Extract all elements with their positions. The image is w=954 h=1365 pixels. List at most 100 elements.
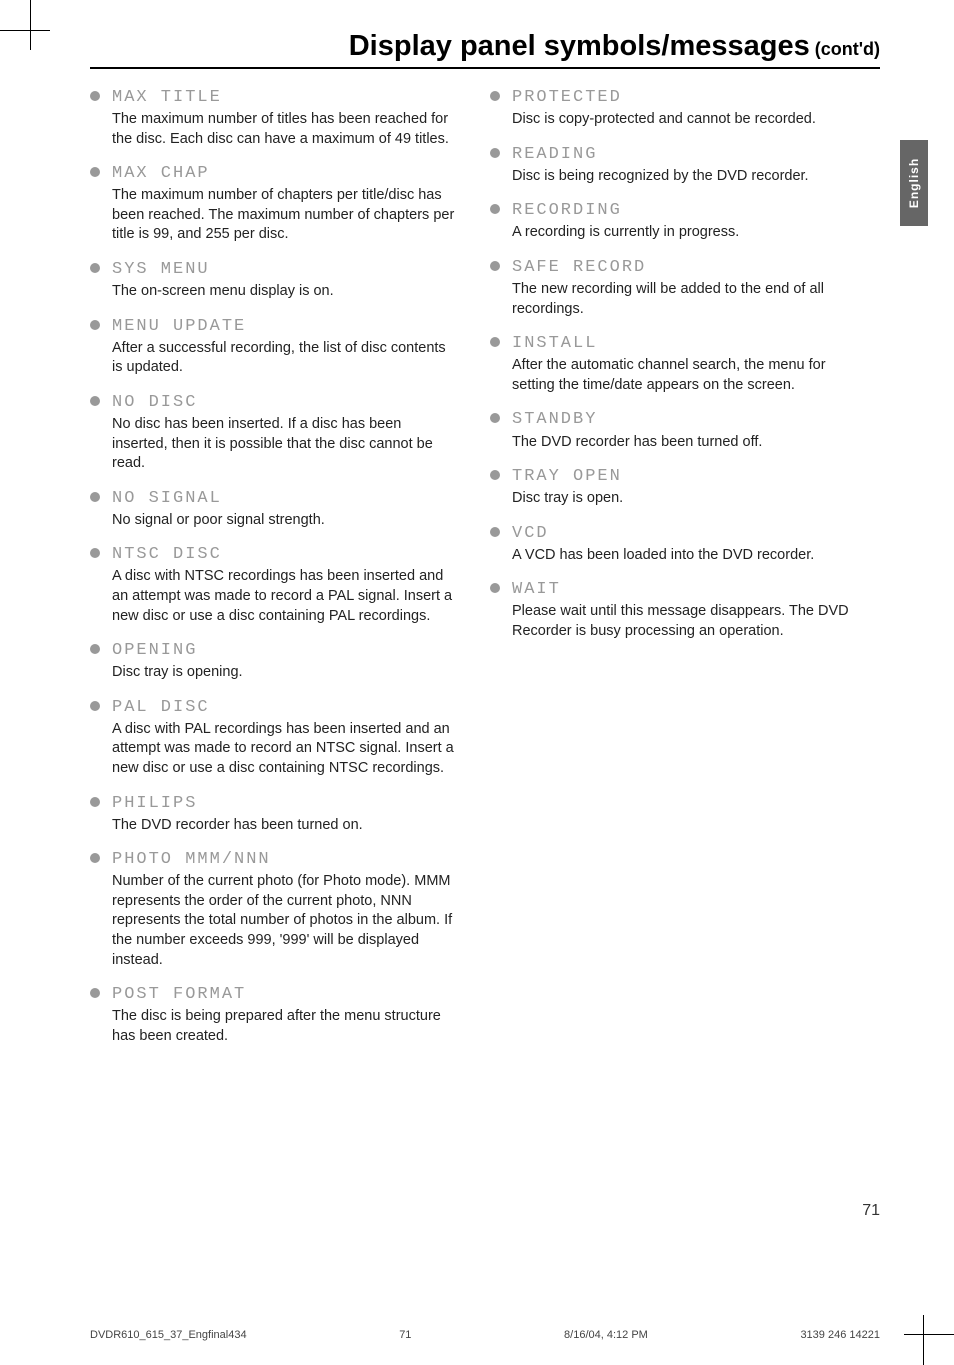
display-code: INSTALL	[512, 333, 860, 355]
crop-mark	[30, 0, 31, 50]
list-item: POST FORMATThe disc is being prepared af…	[90, 984, 460, 1046]
display-code: PROTECTED	[512, 87, 860, 109]
display-desc: Disc tray is open.	[512, 489, 860, 509]
list-item: NTSC DISCA disc with NTSC recordings has…	[90, 544, 460, 626]
footer-page: 71	[399, 1329, 411, 1341]
footer-filename: DVDR610_615_37_Engfinal434	[90, 1329, 247, 1341]
display-desc: A disc with PAL recordings has been inse…	[112, 720, 460, 779]
list-item: MENU UPDATEAfter a successful recording,…	[90, 316, 460, 378]
bullet-icon	[90, 548, 100, 558]
list-item: OPENINGDisc tray is opening.	[90, 640, 460, 683]
bullet-icon	[490, 413, 500, 423]
bullet-icon	[490, 148, 500, 158]
bullet-icon	[490, 583, 500, 593]
display-desc: Disc tray is opening.	[112, 663, 460, 683]
footer-code: 3139 246 14221	[800, 1329, 880, 1341]
list-item: RECORDINGA recording is currently in pro…	[490, 200, 860, 243]
display-code: OPENING	[112, 640, 460, 662]
display-code: SYS MENU	[112, 259, 460, 281]
display-desc: A VCD has been loaded into the DVD recor…	[512, 546, 860, 566]
list-item: READINGDisc is being recognized by the D…	[490, 144, 860, 187]
bullet-icon	[90, 988, 100, 998]
bullet-icon	[490, 470, 500, 480]
bullet-icon	[90, 320, 100, 330]
display-desc: A disc with NTSC recordings has been ins…	[112, 567, 460, 626]
display-code: PHILIPS	[112, 793, 460, 815]
display-desc: The new recording will be added to the e…	[512, 280, 860, 319]
crop-mark	[0, 30, 50, 31]
footer-timestamp: 8/16/04, 4:12 PM	[564, 1329, 648, 1341]
bullet-icon	[90, 396, 100, 406]
display-code: RECORDING	[512, 200, 860, 222]
display-code: NTSC DISC	[112, 544, 460, 566]
display-code: TRAY OPEN	[512, 466, 860, 488]
list-item: SAFE RECORDThe new recording will be add…	[490, 257, 860, 319]
list-item: PROTECTEDDisc is copy-protected and cann…	[490, 87, 860, 130]
display-code: POST FORMAT	[112, 984, 460, 1006]
display-desc: After a successful recording, the list o…	[112, 339, 460, 378]
display-desc: Disc is copy-protected and cannot be rec…	[512, 110, 860, 130]
list-item: MAX CHAPThe maximum number of chapters p…	[90, 163, 460, 245]
bullet-icon	[490, 337, 500, 347]
bullet-icon	[90, 853, 100, 863]
right-column: PROTECTEDDisc is copy-protected and cann…	[490, 87, 860, 1060]
display-desc: Number of the current photo (for Photo m…	[112, 872, 460, 970]
bullet-icon	[490, 204, 500, 214]
bullet-icon	[90, 263, 100, 273]
display-code: PHOTO MMM/NNN	[112, 849, 460, 871]
display-desc: The maximum number of titles has been re…	[112, 110, 460, 149]
display-desc: The DVD recorder has been turned on.	[112, 816, 460, 836]
footer: DVDR610_615_37_Engfinal434 71 8/16/04, 4…	[90, 1329, 880, 1341]
language-label: English	[907, 158, 921, 208]
page-number: 71	[862, 1202, 880, 1220]
display-desc: The maximum number of chapters per title…	[112, 186, 460, 245]
bullet-icon	[490, 261, 500, 271]
bullet-icon	[90, 91, 100, 101]
list-item: TRAY OPENDisc tray is open.	[490, 466, 860, 509]
display-desc: No disc has been inserted. If a disc has…	[112, 415, 460, 474]
bullet-icon	[90, 797, 100, 807]
display-desc: After the automatic channel search, the …	[512, 356, 860, 395]
page-title-suffix: (cont'd)	[810, 39, 880, 59]
bullet-icon	[90, 644, 100, 654]
list-item: VCDA VCD has been loaded into the DVD re…	[490, 523, 860, 566]
list-item: STANDBYThe DVD recorder has been turned …	[490, 409, 860, 452]
page-title: Display panel symbols/messages	[349, 30, 810, 62]
bullet-icon	[490, 91, 500, 101]
language-tab: English	[900, 140, 928, 226]
list-item: INSTALLAfter the automatic channel searc…	[490, 333, 860, 395]
list-item: SYS MENUThe on-screen menu display is on…	[90, 259, 460, 302]
display-code: READING	[512, 144, 860, 166]
list-item: WAITPlease wait until this message disap…	[490, 579, 860, 641]
bullet-icon	[90, 492, 100, 502]
display-desc: The on-screen menu display is on.	[112, 282, 460, 302]
list-item: PAL DISCA disc with PAL recordings has b…	[90, 697, 460, 779]
display-code: WAIT	[512, 579, 860, 601]
list-item: NO SIGNALNo signal or poor signal streng…	[90, 488, 460, 531]
display-code: PAL DISC	[112, 697, 460, 719]
crop-mark	[923, 1315, 924, 1365]
bullet-icon	[90, 701, 100, 711]
list-item: PHOTO MMM/NNNNumber of the current photo…	[90, 849, 460, 970]
crop-mark	[904, 1334, 954, 1335]
page-title-bar: Display panel symbols/messages (cont'd)	[90, 30, 880, 69]
display-code: NO SIGNAL	[112, 488, 460, 510]
display-desc: A recording is currently in progress.	[512, 223, 860, 243]
left-column: MAX TITLEThe maximum number of titles ha…	[90, 87, 460, 1060]
display-desc: No signal or poor signal strength.	[112, 511, 460, 531]
bullet-icon	[490, 527, 500, 537]
display-code: MAX CHAP	[112, 163, 460, 185]
display-code: MENU UPDATE	[112, 316, 460, 338]
display-desc: Please wait until this message disappear…	[512, 602, 860, 641]
display-desc: Disc is being recognized by the DVD reco…	[512, 167, 860, 187]
display-code: STANDBY	[512, 409, 860, 431]
display-code: VCD	[512, 523, 860, 545]
display-code: MAX TITLE	[112, 87, 460, 109]
bullet-icon	[90, 167, 100, 177]
display-code: SAFE RECORD	[512, 257, 860, 279]
list-item: PHILIPSThe DVD recorder has been turned …	[90, 793, 460, 836]
display-desc: The disc is being prepared after the men…	[112, 1007, 460, 1046]
list-item: MAX TITLEThe maximum number of titles ha…	[90, 87, 460, 149]
list-item: NO DISCNo disc has been inserted. If a d…	[90, 392, 460, 474]
display-desc: The DVD recorder has been turned off.	[512, 433, 860, 453]
